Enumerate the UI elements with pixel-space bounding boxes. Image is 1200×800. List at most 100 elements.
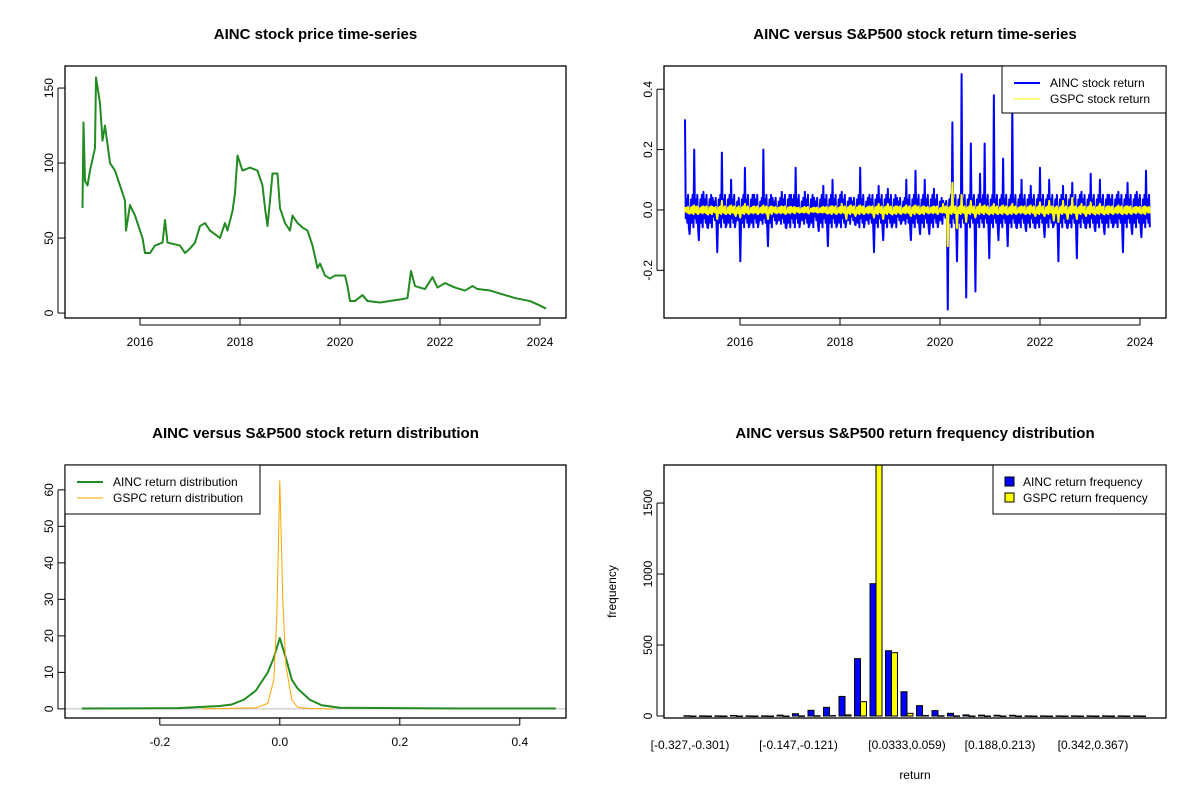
bar-ainc	[761, 715, 768, 717]
x-tick-label: [0.0333,0.059)	[868, 738, 945, 752]
bar-ainc	[730, 714, 737, 717]
x-tick-label: 2016	[727, 335, 754, 349]
y-tick-label: 0	[42, 309, 56, 316]
x-tick-label: 0.0	[271, 735, 288, 749]
bar-gspc	[720, 715, 728, 718]
plot-frame	[663, 65, 1167, 319]
bar-ainc	[1024, 715, 1032, 717]
bar-gspc	[953, 715, 960, 717]
legend-label: AINC return frequency	[1023, 475, 1142, 489]
chart-title: AINC versus S&P500 return frequency dist…	[735, 425, 1094, 442]
legend-swatch	[1004, 476, 1015, 487]
bar-gspc	[705, 715, 712, 718]
bar-ainc	[838, 695, 846, 717]
x-tick-label: [0.342,0.367)	[1058, 738, 1129, 752]
y-tick-label: 0.4	[641, 81, 655, 98]
bar-ainc	[1009, 714, 1016, 717]
x-tick-label: 2020	[927, 335, 954, 349]
bar-ainc	[714, 715, 722, 717]
bar-gspc	[1015, 715, 1022, 718]
x-tick-label: 0.4	[511, 735, 528, 749]
bar-ainc	[993, 714, 1001, 717]
bar-gspc	[891, 652, 898, 717]
bar-gspc	[860, 701, 867, 717]
x-tick-label: 2018	[227, 335, 254, 349]
bar-gspc	[1030, 715, 1038, 718]
x-tick-label: 0.2	[391, 735, 408, 749]
bar-gspc	[968, 715, 976, 718]
bar-gspc	[906, 712, 914, 717]
x-tick-label: 2024	[1127, 335, 1154, 349]
bar-gspc	[875, 465, 883, 717]
bar-ainc	[745, 715, 753, 717]
panel-2: AINC versus S&P500 stock return time-ser…	[641, 26, 1167, 349]
bar-gspc	[798, 715, 805, 717]
bar-ainc	[854, 658, 861, 717]
bar-ainc	[947, 712, 954, 717]
bar-ainc	[1117, 715, 1125, 717]
legend-label: GSPC stock return	[1050, 92, 1150, 106]
bar-ainc	[1055, 715, 1063, 717]
y-tick-label: 30	[42, 592, 56, 606]
bar-ainc	[1086, 715, 1094, 717]
y-tick-label: 0.0	[641, 201, 655, 218]
y-tick-label: 40	[42, 556, 56, 570]
bar-gspc	[736, 715, 743, 718]
plot-frame	[64, 65, 567, 319]
panel-4: AINC versus S&P500 return frequency dist…	[605, 425, 1167, 782]
y-tick-label: 0	[641, 712, 655, 719]
plot-area	[683, 465, 1146, 718]
y-tick-label: 0	[42, 705, 56, 712]
plot-area	[684, 73, 1151, 311]
bar-ainc	[683, 715, 691, 717]
bar-ainc	[1071, 715, 1078, 717]
plot-frame	[64, 464, 567, 719]
bar-gspc	[1061, 715, 1069, 718]
series-line-gspc-stock-return	[684, 181, 1151, 248]
panel-3: AINC versus S&P500 stock return distribu…	[42, 425, 567, 749]
bar-gspc	[1123, 715, 1131, 718]
x-tick-label: 2022	[1027, 335, 1054, 349]
legend-swatch	[1004, 492, 1015, 503]
y-tick-label: 20	[42, 629, 56, 643]
legend-label: AINC stock return	[1050, 76, 1145, 90]
chart-title: AINC versus S&P500 stock return time-ser…	[753, 26, 1076, 43]
y-tick-label: 100	[42, 153, 56, 173]
legend-box	[992, 464, 1167, 515]
bar-gspc	[1139, 715, 1146, 718]
bar-ainc	[776, 714, 784, 717]
x-tick-label: 2024	[527, 335, 554, 349]
plot-frame	[663, 464, 1167, 719]
y-tick-label: 50	[42, 231, 56, 245]
y-tick-label: 1000	[641, 560, 655, 587]
bar-gspc	[1108, 715, 1115, 718]
bar-ainc	[807, 709, 815, 717]
bar-ainc	[1040, 715, 1047, 717]
legend: AINC stock return GSPC stock return	[1001, 65, 1167, 114]
bar-gspc	[937, 715, 945, 717]
bar-ainc	[916, 705, 923, 717]
chart-title: AINC stock price time-series	[214, 26, 417, 43]
plot-area	[81, 76, 547, 310]
y-axis-label: frequency	[605, 565, 619, 618]
legend: AINC return frequency GSPC return frequen…	[992, 464, 1167, 515]
legend-label: GSPC return distribution	[113, 491, 243, 505]
y-tick-label: 1500	[641, 489, 655, 516]
x-tick-label: -0.2	[149, 735, 170, 749]
y-tick-label: 150	[42, 78, 56, 98]
legend-box	[1001, 65, 1167, 114]
bar-ainc	[931, 710, 939, 717]
x-tick-label: 2020	[327, 335, 354, 349]
x-tick-label: 2018	[827, 335, 854, 349]
bar-gspc	[689, 715, 697, 718]
x-axis-label: return	[899, 768, 930, 782]
bar-ainc	[823, 706, 830, 717]
x-tick-label: [-0.147,-0.121)	[759, 738, 838, 752]
bar-ainc	[978, 714, 985, 717]
x-tick-label: 2022	[427, 335, 454, 349]
bar-gspc	[1077, 715, 1084, 718]
legend-label: AINC return distribution	[113, 475, 238, 489]
bar-gspc	[844, 714, 852, 717]
series-line-ainc-price	[81, 76, 547, 310]
